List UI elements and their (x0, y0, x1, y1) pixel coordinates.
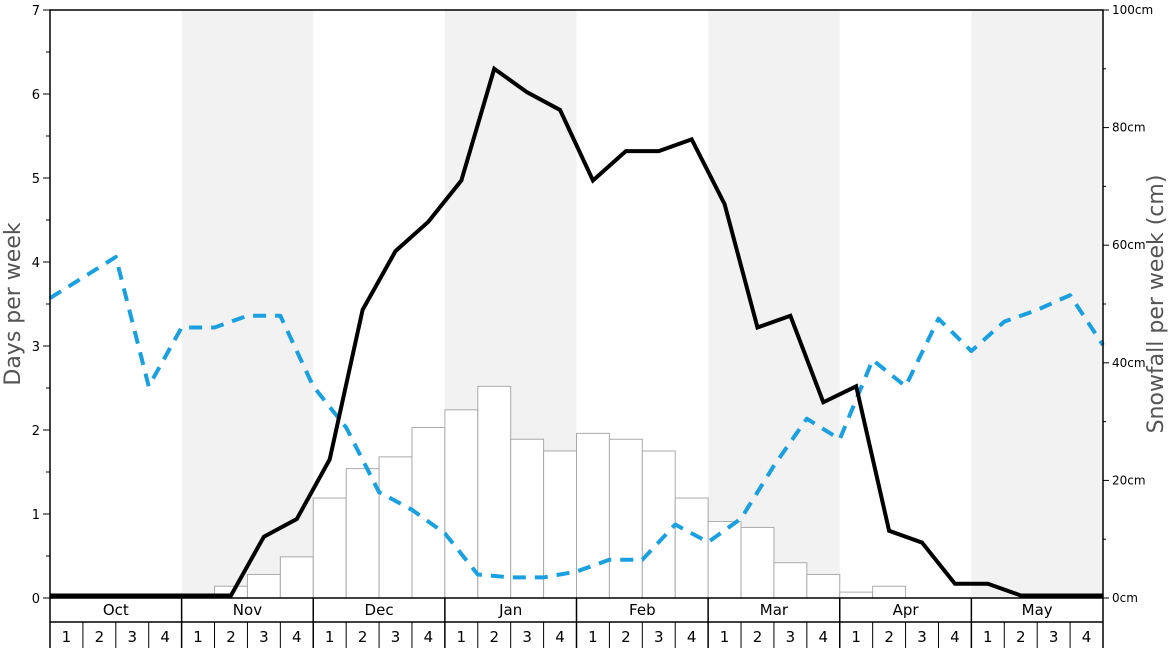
week-label: 3 (391, 628, 401, 646)
right-tick-label: 80cm (1112, 121, 1146, 135)
week-label: 3 (127, 628, 137, 646)
bar-week-10 (345, 468, 380, 599)
right-tick-label: 20cm (1112, 473, 1146, 487)
left-tick-label: 3 (32, 340, 40, 355)
left-tick-label: 6 (32, 88, 40, 103)
week-label: 1 (325, 628, 335, 646)
week-label: 1 (720, 628, 730, 646)
month-label-jan: Jan (498, 601, 522, 619)
left-tick-label: 2 (32, 424, 40, 439)
solid-series-line (50, 65, 1103, 598)
solid-series (50, 65, 1103, 598)
bar-week-17 (576, 432, 610, 599)
week-label: 3 (917, 628, 927, 646)
left-tick-label: 5 (32, 172, 40, 187)
weekly-bars (214, 385, 907, 599)
bar-week-21 (707, 521, 742, 599)
week-label: 2 (489, 628, 499, 646)
week-label: 2 (95, 628, 105, 646)
month-shade-mar (708, 10, 840, 598)
week-label: 1 (457, 628, 467, 646)
week-label: 4 (292, 628, 302, 646)
week-label: 3 (786, 628, 796, 646)
week-label: 1 (193, 628, 203, 646)
bar-week-23 (773, 562, 808, 599)
week-label: 2 (753, 628, 763, 646)
bar-week-13 (444, 409, 479, 599)
bar-week-24 (806, 573, 841, 599)
week-label: 2 (358, 628, 368, 646)
bar-week-25 (839, 591, 874, 599)
left-tick-label: 0 (32, 592, 40, 607)
month-label-apr: Apr (893, 601, 920, 619)
dashed-series (48, 254, 1105, 580)
right-tick-label: 0cm (1112, 591, 1138, 605)
bar-week-15 (510, 438, 545, 599)
bar-week-7 (246, 573, 281, 599)
week-label: 4 (424, 628, 434, 646)
month-label-nov: Nov (233, 601, 262, 619)
right-axis-title: Snowfall per week (cm) (1144, 175, 1168, 434)
week-label: 4 (687, 628, 697, 646)
bar-week-11 (378, 456, 413, 599)
week-label: 2 (884, 628, 894, 646)
week-label: 1 (851, 628, 861, 646)
bar-week-22 (740, 526, 775, 599)
right-tick-label: 60cm (1112, 238, 1146, 252)
bar-week-9 (312, 497, 347, 599)
left-tick-label: 7 (32, 4, 40, 19)
left-y-axis: 0 1 2 3 4 5 6 7 (32, 4, 50, 607)
week-label: 3 (522, 628, 532, 646)
left-tick-label: 1 (32, 508, 40, 523)
left-tick-label: 4 (32, 256, 40, 271)
bar-week-8 (279, 556, 314, 599)
bar-week-26 (872, 585, 907, 599)
right-tick-label: 100cm (1112, 3, 1153, 17)
month-label-mar: Mar (760, 601, 789, 619)
week-label: 1 (983, 628, 993, 646)
week-label: 3 (259, 628, 269, 646)
week-label: 4 (1082, 628, 1092, 646)
dashed-series-line (48, 254, 1105, 580)
week-label: 1 (62, 628, 72, 646)
week-label: 4 (819, 628, 829, 646)
week-label: 2 (226, 628, 236, 646)
week-label: 2 (621, 628, 631, 646)
week-label: 4 (160, 628, 170, 646)
bar-week-14 (477, 385, 512, 599)
bar-week-19 (641, 450, 676, 599)
week-label: 3 (1049, 628, 1059, 646)
x-axis-months-weeks: Oct 1 2 3 4 Nov 1 2 3 4 Dec 1 2 3 4 Jan 1 2 3 4 Feb 1 2 3 4 Mar 1 2… (49, 598, 1104, 648)
right-tick-label: 40cm (1112, 356, 1146, 370)
month-shade-nov (181, 10, 314, 598)
week-label: 2 (1016, 628, 1026, 646)
week-label: 1 (588, 628, 598, 646)
month-label-may: May (1022, 601, 1053, 619)
month-shade-may (971, 10, 1103, 598)
left-axis-title: Days per week (1, 222, 26, 385)
month-label-oct: Oct (103, 601, 129, 619)
month-label-dec: Dec (365, 601, 394, 619)
week-label: 4 (555, 628, 565, 646)
bar-week-20 (674, 497, 709, 599)
week-label: 3 (654, 628, 664, 646)
right-y-axis: 0cm 20cm 40cm 60cm 80cm 100cm (1103, 3, 1153, 605)
month-label-feb: Feb (629, 601, 656, 619)
bar-week-18 (608, 438, 643, 599)
week-label: 4 (950, 628, 960, 646)
